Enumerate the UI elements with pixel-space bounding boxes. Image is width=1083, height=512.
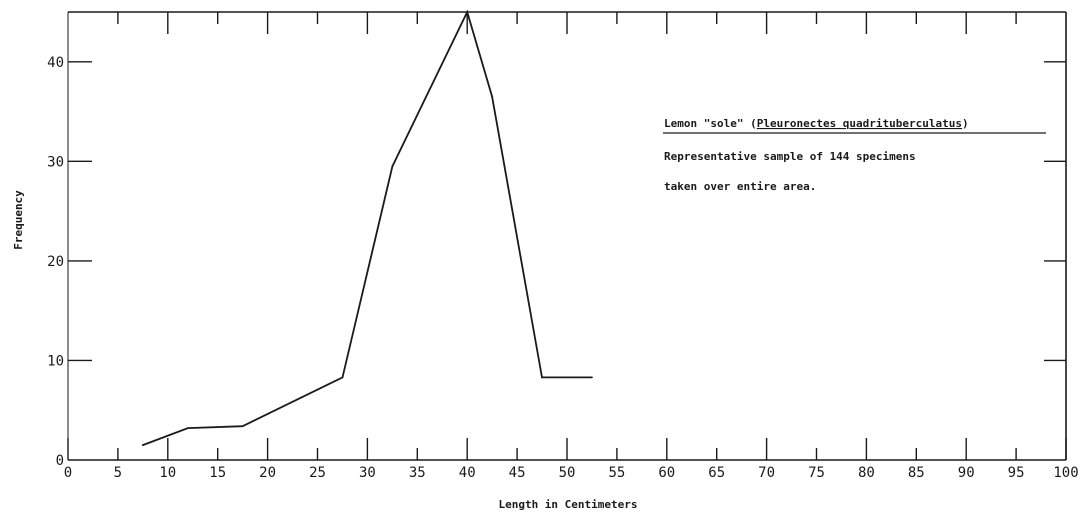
x-tick-label-40: 40 bbox=[459, 465, 476, 481]
x-tick-label-80: 80 bbox=[858, 465, 875, 481]
x-tick-label-30: 30 bbox=[359, 465, 376, 481]
plot-frame bbox=[67, 11, 1067, 461]
x-tick-label-95: 95 bbox=[1008, 465, 1025, 481]
x-tick-label-100: 100 bbox=[1053, 465, 1078, 481]
x-tick-label-55: 55 bbox=[608, 465, 625, 481]
series-line-0 bbox=[142, 9, 592, 446]
data-point-0-8 bbox=[591, 376, 593, 379]
x-tick-label-70: 70 bbox=[758, 465, 775, 481]
x-tick-label-65: 65 bbox=[708, 465, 725, 481]
data-point-0-7 bbox=[541, 376, 543, 379]
x-tick-label-0: 0 bbox=[64, 465, 72, 481]
tick-labels: 0 5 10 15 20 25 30 35 40 45 50 55 60 65 70 75 80 85 90 95 10… bbox=[47, 55, 1079, 481]
x-tick-label-75: 75 bbox=[808, 465, 825, 481]
x-tick-label-85: 85 bbox=[908, 465, 925, 481]
y-tick-label-10: 10 bbox=[47, 353, 64, 369]
data-point-0-1 bbox=[186, 427, 189, 430]
y-tick-label-40: 40 bbox=[47, 55, 64, 71]
data-point-0-2 bbox=[241, 425, 244, 428]
x-tick-label-90: 90 bbox=[958, 465, 975, 481]
annotation-line-2: Representative sample of 144 specimens bbox=[664, 150, 916, 163]
data-point-0-5 bbox=[466, 11, 469, 13]
x-tick-label-50: 50 bbox=[559, 465, 576, 481]
x-tick-label-5: 5 bbox=[114, 465, 122, 481]
annotation-line-3: taken over entire area. bbox=[664, 180, 816, 193]
annotation-line-1: Lemon "sole" (Pleuronectes quadritubercu… bbox=[664, 117, 969, 130]
x-axis-title: Length in Centimeters bbox=[498, 498, 637, 511]
y-tick-label-20: 20 bbox=[47, 254, 64, 270]
annotation-box: Lemon "sole" (Pleuronectes quadritubercu… bbox=[663, 117, 1046, 193]
series-layer bbox=[141, 9, 593, 446]
x-tick-label-25: 25 bbox=[309, 465, 326, 481]
data-point-0-4 bbox=[391, 165, 394, 168]
x-tick-label-45: 45 bbox=[509, 465, 526, 481]
x-tick-label-35: 35 bbox=[409, 465, 426, 481]
tick-marks bbox=[67, 12, 1067, 460]
x-tick-label-60: 60 bbox=[658, 465, 675, 481]
annotation-species: Pleuronectes quadrituberculatus bbox=[757, 117, 962, 130]
y-tick-label-30: 30 bbox=[47, 154, 64, 170]
annotation-prefix: Lemon "sole" ( bbox=[664, 117, 757, 130]
y-axis-title: Frequency bbox=[12, 190, 25, 250]
data-point-0-3 bbox=[341, 376, 344, 379]
x-tick-label-15: 15 bbox=[209, 465, 226, 481]
x-tick-label-10: 10 bbox=[159, 465, 176, 481]
data-point-0-0 bbox=[141, 444, 144, 446]
data-point-0-6 bbox=[491, 95, 494, 98]
x-tick-label-20: 20 bbox=[259, 465, 276, 481]
y-tick-label-0: 0 bbox=[56, 453, 64, 469]
annotation-suffix: ) bbox=[962, 117, 969, 130]
